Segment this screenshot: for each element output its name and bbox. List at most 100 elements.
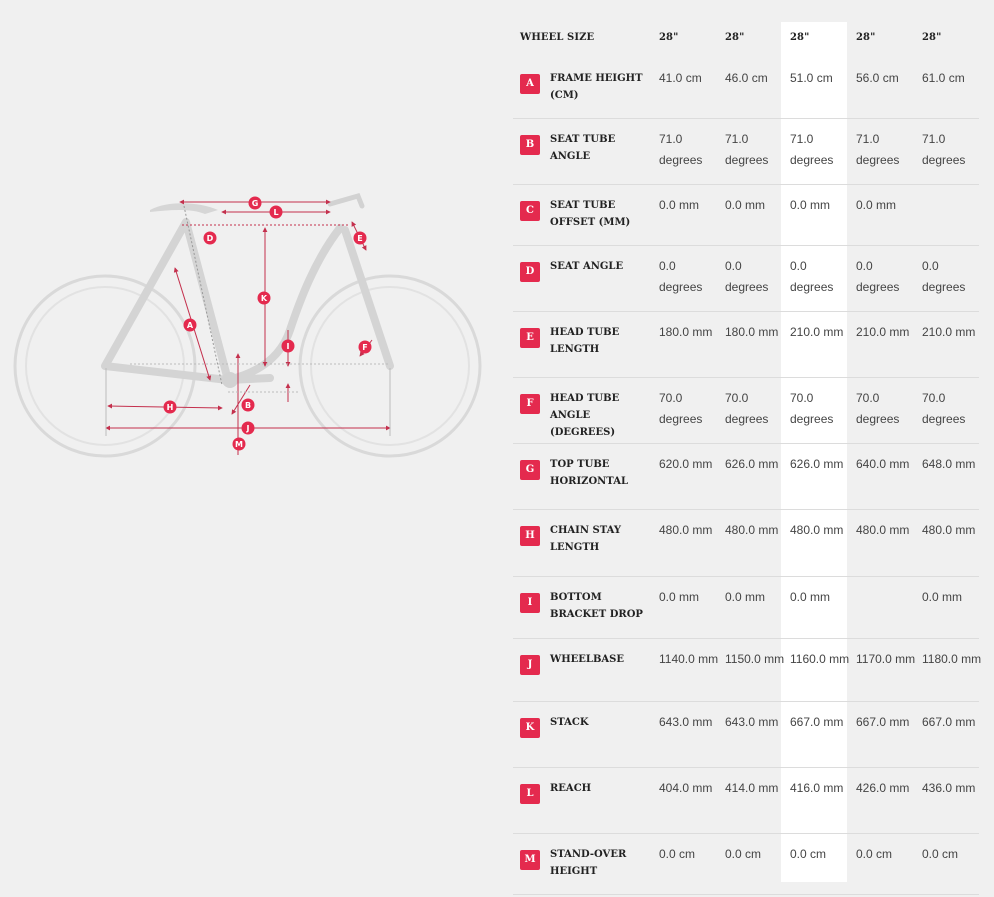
diagram-label-e: E (353, 231, 367, 245)
table-row: J WHEELBASE 1140.0 mm 1150.0 mm 1160.0 mm 117… (513, 639, 981, 702)
table-row: H CHAIN STAY LENGTH 480.0 mm 480.0 mm 480.0 … (513, 510, 979, 577)
dimension-label: HEAD TUBE LENGTH (550, 327, 620, 355)
geometry-table: WHEEL SIZE 28" 28" 28" 28" 28" A FRAME HE… (513, 22, 981, 895)
diagram-label-text: F (362, 343, 367, 352)
value-cell: 480.0 mm (922, 523, 976, 537)
value-cell: 210.0 mm (922, 325, 976, 339)
value-cell: 0.0 mm (659, 590, 700, 604)
value-cell: 0.0 cm (659, 847, 696, 861)
value-cell: 71.0 degrees (856, 132, 900, 167)
diagram-label-f: F (358, 340, 372, 354)
bike-silhouette (13, 192, 482, 458)
seat (150, 203, 218, 214)
diagram-label-text: A (187, 321, 194, 330)
value-cell: 648.0 mm (922, 457, 976, 471)
table-row: L REACH 404.0 mm 414.0 mm 416.0 mm 426.0 mm 43… (513, 768, 979, 834)
crank (222, 372, 238, 388)
value-cell: 0.0 mm (659, 198, 700, 212)
value-cell: 71.0 degrees (790, 132, 834, 167)
diagram-label-i: I (281, 339, 295, 353)
value-cell: 0.0 degrees (856, 259, 900, 294)
table-row: I BOTTOM BRACKET DROP 0.0 mm 0.0 mm 0.0 mm 0.… (513, 577, 979, 639)
value-cell: 51.0 cm (790, 71, 833, 85)
value-cell: 71.0 degrees (725, 132, 769, 167)
table-row: D SEAT ANGLE 0.0 degrees 0.0 degrees 0.0 deg… (513, 246, 979, 312)
value-cell: 1170.0 mm (856, 652, 916, 666)
value-cell: 0.0 degrees (922, 259, 966, 294)
value-cell: 640.0 mm (856, 457, 910, 471)
value-cell: 0.0 cm (856, 847, 893, 861)
value-cell: 70.0 degrees (790, 391, 834, 426)
value-cell: 0.0 mm (725, 590, 766, 604)
value-cell: 0.0 cm (922, 847, 959, 861)
value-cell: 643.0 mm (725, 715, 779, 729)
diagram-label-text: G (252, 199, 259, 208)
table-row: B SEAT TUBE ANGLE 71.0 degrees 71.0 degrees… (513, 119, 979, 185)
dimension-letter-badge: G (520, 460, 540, 480)
value-cell: 71.0 degrees (922, 132, 966, 167)
table-header: WHEEL SIZE 28" 28" 28" 28" 28" (513, 22, 979, 58)
diagram-label-text: I (287, 342, 290, 351)
size-column-header: 28" (659, 32, 679, 43)
dimension-letter-badge: H (520, 526, 540, 546)
dimension-letter-badge: B (520, 135, 540, 155)
value-cell: 426.0 mm (856, 781, 910, 795)
dimension-label: CHAIN STAY LENGTH (550, 525, 621, 553)
value-cell: 70.0 degrees (856, 391, 900, 426)
value-cell: 0.0 degrees (790, 259, 834, 294)
dimension-letter-badge: C (520, 201, 540, 221)
dimension-label: STACK (550, 717, 589, 728)
wheel-size-header: WHEEL SIZE (520, 32, 595, 43)
dimension-label: SEAT ANGLE (550, 261, 624, 272)
diagram-label-text: H (167, 403, 174, 412)
value-cell: 0.0 degrees (725, 259, 769, 294)
dimension-letter-badge: D (520, 262, 540, 282)
value-cell: 0.0 cm (725, 847, 762, 861)
dimension-label: SEAT TUBE ANGLE (550, 134, 616, 162)
value-cell: 180.0 mm (725, 325, 779, 339)
diagram-label-text: D (207, 234, 214, 243)
dimension-letter-badge: I (520, 593, 540, 613)
value-cell: 1160.0 mm (790, 652, 850, 666)
highlighted-size-column (781, 22, 847, 882)
size-column-header: 28" (856, 32, 876, 43)
value-cell: 480.0 mm (790, 523, 844, 537)
value-cell: 0.0 degrees (659, 259, 703, 294)
diagram-label-d: D (203, 231, 217, 245)
value-cell: 620.0 mm (659, 457, 713, 471)
dimension-label: STAND-OVER HEIGHT (550, 849, 627, 877)
diagram-label-l: L (269, 205, 283, 219)
value-cell: 480.0 mm (725, 523, 779, 537)
size-column-header: 28" (725, 32, 745, 43)
diagram-label-text: K (261, 294, 268, 303)
value-cell: 436.0 mm (922, 781, 976, 795)
diagram-label-j: J (241, 421, 255, 435)
value-cell: 667.0 mm (856, 715, 910, 729)
value-cell: 404.0 mm (659, 781, 713, 795)
value-cell: 1140.0 mm (659, 652, 719, 666)
front-wheel (298, 274, 482, 458)
value-cell: 70.0 degrees (725, 391, 769, 426)
value-cell: 0.0 cm (790, 847, 827, 861)
dimension-letter-badge: M (520, 850, 540, 870)
value-cell: 626.0 mm (725, 457, 779, 471)
value-cell: 41.0 cm (659, 71, 702, 85)
dimension-letter-badge: F (520, 394, 540, 414)
handlebar (327, 192, 365, 209)
table-row: K STACK 643.0 mm 643.0 mm 667.0 mm 667.0 mm 66… (513, 702, 979, 768)
diagram-label-text: M (235, 440, 243, 449)
dimension-letter-badge: A (520, 74, 540, 94)
dimension-letter-badge: L (520, 784, 540, 804)
value-cell: 46.0 cm (725, 71, 768, 85)
value-cell: 1150.0 mm (725, 652, 785, 666)
table-row: M STAND-OVER HEIGHT 0.0 cm 0.0 cm 0.0 cm 0.0 … (513, 834, 979, 895)
dimension-letter-badge: E (520, 328, 540, 348)
front-wheel-inner (310, 286, 470, 446)
dimension-letter-badge: J (520, 655, 540, 675)
value-cell: 210.0 mm (856, 325, 910, 339)
dimension-label: TOP TUBE HORIZONTAL (550, 459, 628, 487)
value-cell: 0.0 mm (790, 198, 831, 212)
diagram-label-m: M (232, 437, 246, 451)
table-row: F HEAD TUBE ANGLE (DEGREES) 70.0 degrees 70… (513, 378, 979, 444)
value-cell: 210.0 mm (790, 325, 844, 339)
